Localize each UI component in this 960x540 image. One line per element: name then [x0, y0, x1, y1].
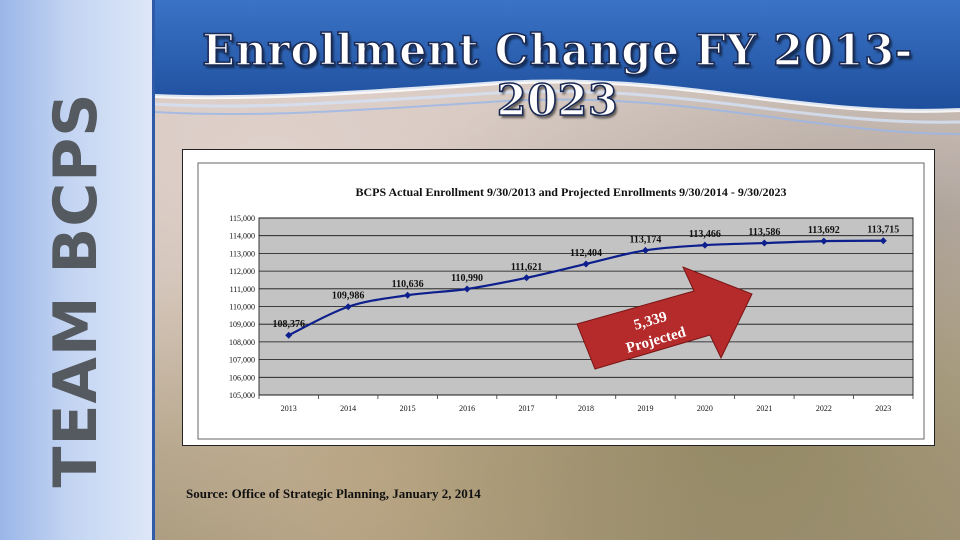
x-tick-label: 2017 [519, 404, 535, 413]
chart-frame: BCPS Actual Enrollment 9/30/2013 and Pro… [182, 149, 935, 446]
data-label: 113,715 [867, 225, 899, 236]
slide-title: Enrollment Change FY 2013-2023 [201, 25, 913, 127]
data-label: 108,376 [272, 319, 305, 330]
data-label: 110,990 [451, 273, 483, 284]
x-tick-label: 2016 [459, 404, 475, 413]
y-tick-label: 114,000 [229, 232, 255, 241]
data-point [285, 331, 293, 339]
x-tick-label: 2015 [400, 404, 416, 413]
data-label: 109,986 [332, 291, 365, 302]
y-tick-label: 110,000 [229, 303, 255, 312]
y-tick-label: 107,000 [229, 356, 255, 365]
data-label: 113,586 [748, 227, 780, 238]
x-tick-label: 2021 [756, 404, 772, 413]
data-point [760, 239, 768, 247]
y-tick-label: 106,000 [229, 373, 255, 382]
data-point [701, 241, 709, 249]
x-tick-label: 2022 [816, 404, 832, 413]
data-label: 113,174 [629, 234, 661, 245]
y-tick-label: 105,000 [229, 391, 255, 400]
x-tick-label: 2020 [697, 404, 713, 413]
chart-title: BCPS Actual Enrollment 9/30/2013 and Pro… [355, 185, 786, 199]
y-tick-label: 113,000 [229, 249, 255, 258]
source-note: Source: Office of Strategic Planning, Ja… [186, 486, 481, 501]
sidebar-label: TEAM BCPS [41, 92, 111, 488]
data-label: 111,621 [511, 262, 542, 273]
data-point [879, 237, 887, 245]
header-wave [155, 0, 960, 135]
data-point [582, 260, 590, 268]
header-band [155, 0, 960, 140]
y-tick-label: 112,000 [229, 267, 255, 276]
x-tick-label: 2014 [340, 404, 356, 413]
data-label: 110,636 [392, 279, 424, 290]
sidebar: TEAM BCPS [0, 0, 155, 540]
chart-area-border [197, 162, 925, 440]
enrollment-chart: BCPS Actual Enrollment 9/30/2013 and Pro… [197, 162, 925, 440]
x-tick-label: 2023 [875, 404, 891, 413]
y-tick-label: 108,000 [229, 338, 255, 347]
data-label: 112,404 [570, 248, 602, 259]
data-point [344, 303, 352, 311]
x-tick-label: 2019 [637, 404, 653, 413]
data-point [463, 285, 471, 293]
y-tick-label: 111,000 [230, 285, 255, 294]
data-point [641, 246, 649, 254]
data-label: 113,692 [808, 225, 840, 236]
x-tick-label: 2018 [578, 404, 594, 413]
data-point [523, 274, 531, 282]
x-tick-label: 2013 [281, 404, 297, 413]
data-point [404, 291, 412, 299]
data-point [820, 237, 828, 245]
callout-arrow-shape [576, 266, 753, 370]
data-label: 113,466 [689, 229, 721, 240]
y-tick-label: 115,000 [229, 214, 255, 223]
y-tick-label: 109,000 [229, 320, 255, 329]
